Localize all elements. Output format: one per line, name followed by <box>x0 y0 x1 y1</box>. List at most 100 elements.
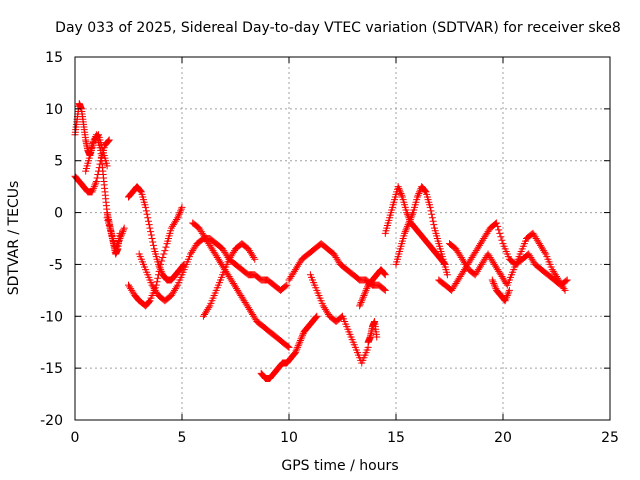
data-point <box>498 236 506 244</box>
data-point <box>156 264 164 272</box>
data-point <box>115 238 123 246</box>
data-point <box>297 335 305 343</box>
data-point <box>117 231 125 239</box>
data-point <box>148 235 156 242</box>
grid <box>75 57 610 420</box>
data-point <box>414 191 422 199</box>
data-point <box>250 254 258 262</box>
data-point <box>358 297 366 305</box>
data-point <box>406 215 414 223</box>
data-point <box>173 215 181 223</box>
data-point <box>312 313 320 321</box>
data-point <box>120 224 128 232</box>
series-arc-15 <box>381 183 449 268</box>
data-point <box>113 241 121 249</box>
data-point <box>294 343 302 351</box>
data-point <box>489 278 497 286</box>
data-point <box>380 269 388 277</box>
data-point <box>402 226 410 234</box>
data-point <box>92 177 100 185</box>
data-point <box>154 274 162 282</box>
y-tick-label: -5 <box>49 257 63 273</box>
data-point <box>428 214 436 222</box>
data-point <box>153 278 161 286</box>
data-point <box>493 219 501 227</box>
data-point <box>356 300 364 308</box>
data-point <box>284 343 292 351</box>
data-point <box>149 241 157 249</box>
series-arc-18 <box>446 229 569 294</box>
data-point <box>145 298 153 306</box>
data-point <box>154 260 162 268</box>
y-tick-label: -20 <box>40 413 63 429</box>
data-point <box>560 285 568 293</box>
series-arc-8 <box>189 219 293 351</box>
plot-frame <box>74 56 611 421</box>
series-arc-3 <box>82 131 111 175</box>
data-point <box>282 282 290 290</box>
data-point <box>88 188 96 196</box>
data-point <box>408 212 416 220</box>
data-point <box>251 255 259 263</box>
data-point <box>373 333 381 341</box>
data-point <box>298 333 306 341</box>
data-point <box>503 292 511 300</box>
series-arc-5 <box>125 203 186 310</box>
data-point <box>421 186 429 194</box>
y-axis-label: SDTVAR / TECUs <box>6 181 22 296</box>
data-point <box>175 210 183 218</box>
data-point <box>359 293 367 301</box>
data-point <box>563 276 571 284</box>
data-point <box>408 210 416 218</box>
data-point <box>157 267 165 275</box>
data-point <box>147 228 155 236</box>
data-point <box>429 217 437 225</box>
series-arc-4 <box>103 214 128 253</box>
data-point <box>95 164 103 172</box>
data-point <box>117 233 125 241</box>
data-point <box>137 187 145 195</box>
data-point <box>103 162 111 170</box>
x-tick-label: 20 <box>494 430 512 446</box>
data-point <box>497 233 505 241</box>
data-point <box>361 290 369 298</box>
data-point <box>491 283 499 291</box>
data-point <box>396 186 404 194</box>
data-point <box>93 174 101 182</box>
data-point <box>430 221 438 229</box>
data-point <box>405 219 413 227</box>
series-arc-14 <box>364 317 381 346</box>
data-point <box>283 281 291 289</box>
data-point <box>176 209 184 217</box>
data-point <box>495 226 503 234</box>
data-point <box>561 286 569 294</box>
data-point <box>144 298 152 306</box>
data-point <box>490 279 498 287</box>
y-tick-label: -15 <box>40 361 63 377</box>
data-point <box>416 188 424 196</box>
x-tick-label: 5 <box>178 430 187 446</box>
data-point <box>541 248 549 256</box>
data-point <box>179 261 187 269</box>
data-point <box>505 288 513 296</box>
data-point <box>394 183 402 191</box>
data-point <box>504 290 512 298</box>
data-point <box>296 338 304 346</box>
data-point <box>395 184 403 192</box>
chart-title: Day 033 of 2025, Sidereal Day-to-day VTE… <box>55 20 621 36</box>
data-point <box>502 295 510 303</box>
data-point <box>380 285 388 293</box>
series-arc-10 <box>257 312 321 383</box>
series-arc-9 <box>199 240 259 320</box>
data-point <box>403 224 411 232</box>
data-point <box>357 298 365 306</box>
series-arc-13 <box>356 266 389 310</box>
data-point <box>157 266 165 274</box>
data-point <box>91 181 99 189</box>
data-point <box>95 167 103 175</box>
data-point <box>292 347 300 355</box>
data-point <box>401 228 409 236</box>
y-tick-label: -10 <box>40 309 63 325</box>
data-point <box>496 229 504 237</box>
